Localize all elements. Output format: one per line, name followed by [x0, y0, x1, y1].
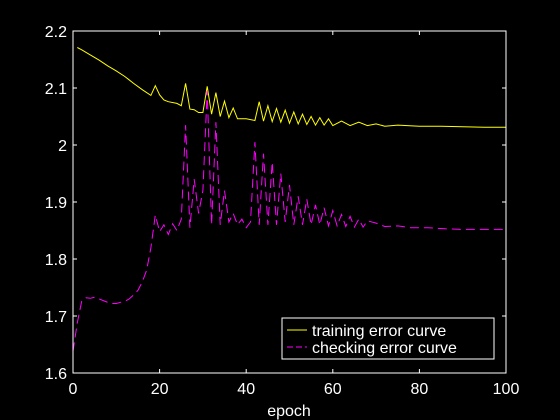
plot-lines	[72, 47, 506, 352]
legend-box	[281, 317, 495, 360]
x-axis-label: epoch	[267, 403, 311, 420]
x-tick-label: 100	[493, 381, 520, 398]
legend-label: checking error curve	[312, 340, 457, 357]
x-tick-label: 80	[411, 381, 429, 398]
x-tick-label: 0	[69, 381, 78, 398]
series-line-training-error	[77, 47, 506, 128]
x-tick-label: 20	[151, 381, 169, 398]
y-axis: 1.6 1.7 1.8 1.9 2 2.1 2.2	[45, 24, 506, 383]
y-tick-label: 1.6	[45, 366, 67, 383]
legend-label: training error curve	[312, 323, 446, 340]
x-axis: 0 20 40 60 80 100	[69, 31, 520, 398]
y-tick-label: 1.7	[45, 309, 67, 326]
series-line-checking-error	[72, 90, 506, 352]
x-tick-label: 60	[324, 381, 342, 398]
y-tick-label: 2.2	[45, 24, 67, 41]
y-tick-label: 1.8	[45, 252, 67, 269]
y-tick-label: 2.1	[45, 81, 67, 98]
y-tick-label: 1.9	[45, 195, 67, 212]
y-tick-label: 2	[58, 138, 67, 155]
x-tick-label: 40	[237, 381, 255, 398]
